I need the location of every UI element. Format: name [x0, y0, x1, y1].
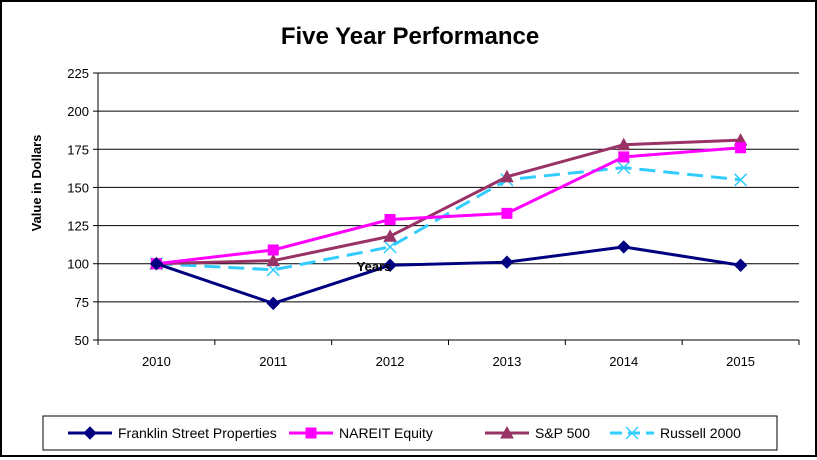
legend-label: NAREIT Equity — [339, 425, 433, 441]
x-tick-label: 2011 — [259, 354, 287, 369]
series-franklin-street-properties — [149, 240, 748, 311]
data-point — [267, 244, 279, 256]
data-point — [383, 229, 397, 242]
y-tick-label: 100 — [67, 257, 89, 272]
data-point — [266, 296, 280, 311]
x-marker-stroke — [383, 240, 397, 254]
data-point — [500, 255, 514, 269]
legend-item-franklin-street-properties: Franklin Street Properties — [68, 425, 277, 441]
data-point — [266, 253, 281, 267]
y-tick-label: 225 — [67, 66, 89, 81]
y-tick-label: 175 — [67, 142, 89, 157]
y-tick-label: 125 — [67, 219, 89, 234]
x-marker-stroke — [734, 173, 748, 187]
data-point — [384, 213, 396, 225]
x-tick-label: 2013 — [492, 354, 521, 369]
data-point — [617, 240, 631, 254]
data-point — [733, 258, 748, 272]
x-marker-stroke — [625, 426, 639, 440]
y-tick-label: 75 — [75, 295, 89, 310]
legend-label: Russell 2000 — [660, 425, 741, 441]
series-line-s-p-500 — [156, 138, 741, 266]
legend-box — [42, 415, 778, 451]
legend: Franklin Street Properties NAREIT Equity S… — [68, 425, 741, 441]
data-point — [383, 258, 397, 272]
x-axis-label: Years — [357, 259, 392, 274]
x-tick-label: 2012 — [376, 354, 405, 369]
legend-item-nareit-equity: NAREIT Equity — [289, 425, 433, 441]
y-tick-label: 50 — [75, 333, 89, 348]
legend-marker — [305, 427, 317, 439]
series-line-nareit-equity — [156, 146, 741, 266]
data-point — [383, 240, 397, 254]
data-point — [500, 169, 514, 183]
legend-item-s-p-500: S&P 500 — [485, 425, 590, 441]
legend-label: S&P 500 — [535, 425, 590, 441]
legend-item-russell-2000: Russell 2000 — [610, 425, 741, 441]
x-marker-stroke — [617, 161, 631, 175]
y-axis-label: Value in Dollars — [29, 135, 44, 232]
x-tick-label: 2010 — [142, 354, 171, 369]
y-tick-label: 150 — [67, 180, 89, 195]
legend-label: Franklin Street Properties — [118, 425, 277, 441]
data-point — [735, 142, 747, 154]
series-russell-2000 — [149, 161, 748, 277]
data-point — [501, 207, 513, 219]
series-line-franklin-street-properties — [155, 245, 741, 305]
legend-marker — [83, 426, 97, 440]
series-line-russell-2000 — [156, 166, 741, 272]
series-group — [149, 133, 748, 311]
axes — [93, 72, 800, 345]
legend-marker — [500, 425, 514, 439]
y-tick-label: 200 — [67, 104, 89, 119]
data-point — [616, 137, 631, 151]
data-point — [149, 257, 164, 271]
x-tick-label: 2014 — [609, 354, 638, 369]
line-chart: Five Year Performance Value in Dollars 5… — [29, 23, 800, 451]
data-point — [618, 151, 630, 163]
x-tick-label: 2015 — [726, 354, 755, 369]
data-point — [734, 173, 748, 187]
data-point — [617, 161, 631, 175]
legend-marker — [625, 426, 639, 440]
chart-title: Five Year Performance — [281, 23, 539, 50]
y-tick-labels: 50 75 100 125 150 175 200 225 — [67, 66, 89, 348]
x-tick-labels: 2010 2011 2012 2013 2014 2015 — [142, 354, 755, 369]
